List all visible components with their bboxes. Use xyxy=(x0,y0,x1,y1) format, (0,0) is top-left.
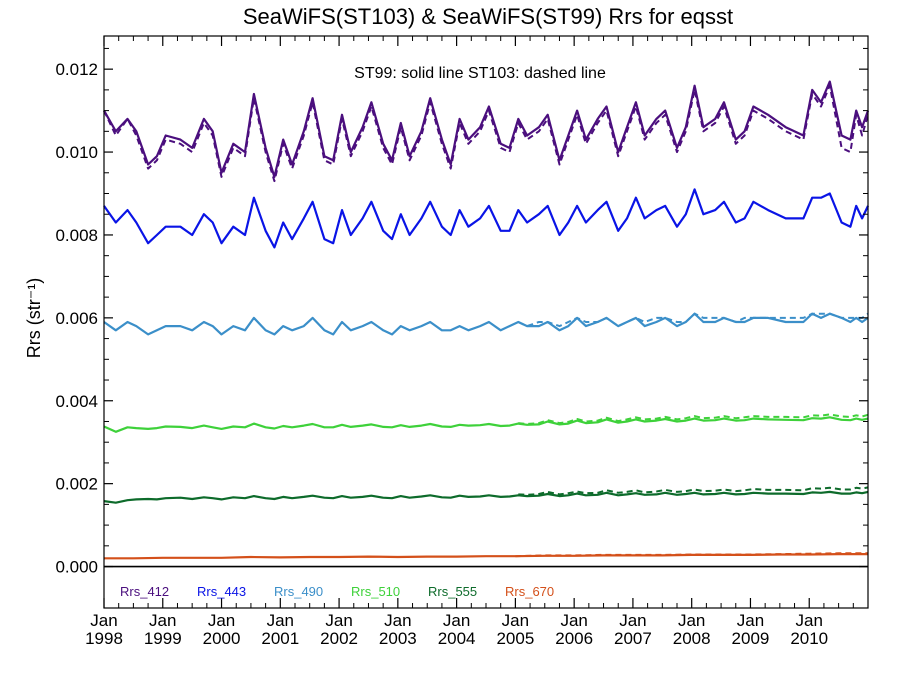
x-tick-label-month: Jan xyxy=(737,611,764,630)
series-line-rrs-670-st99 xyxy=(104,552,868,560)
y-tick-label: 0.006 xyxy=(55,309,98,328)
series-line-rrs-510-st99 xyxy=(103,416,869,433)
legend-item-rrs-490: Rrs_490 xyxy=(274,584,323,599)
y-tick-label: 0.010 xyxy=(55,143,98,162)
plot-frame xyxy=(103,35,869,609)
line-style-note: ST99: solid line ST103: dashed line xyxy=(354,65,606,82)
y-tick-label: 0.004 xyxy=(55,392,98,411)
y-tick-label: 0.008 xyxy=(55,226,98,245)
plot-area xyxy=(103,80,870,568)
chart-title: SeaWiFS(ST103) & SeaWiFS(ST99) Rrs for e… xyxy=(243,4,733,29)
x-tick-label-year: 1999 xyxy=(144,629,182,648)
x-tick-label-year: 2000 xyxy=(203,629,241,648)
x-tick-label-year: 2004 xyxy=(438,629,476,648)
x-tick-label-month: Jan xyxy=(619,611,646,630)
x-tick-label-year: 2005 xyxy=(496,629,534,648)
x-tick-label-month: Jan xyxy=(678,611,705,630)
x-tick-label-month: Jan xyxy=(443,611,470,630)
axes: 0.0000.0020.0040.0060.0080.0100.012Jan19… xyxy=(55,35,869,648)
x-tick-label-year: 2002 xyxy=(320,629,358,648)
x-tick-label-month: Jan xyxy=(560,611,587,630)
x-tick-label-year: 2010 xyxy=(790,629,828,648)
x-tick-label-month: Jan xyxy=(149,611,176,630)
legend-item-rrs-412: Rrs_412 xyxy=(120,584,169,599)
legend-item-rrs-510: Rrs_510 xyxy=(351,584,400,599)
series-line-rrs-555-st99 xyxy=(103,490,869,504)
legend: Rrs_412 Rrs_443 Rrs_490 Rrs_510 Rrs_555 Rrs_6… xyxy=(120,584,554,599)
x-tick-label-month: Jan xyxy=(267,611,294,630)
x-tick-label-month: Jan xyxy=(796,611,823,630)
x-tick-label-month: Jan xyxy=(502,611,529,630)
series-line-rrs-490-st99 xyxy=(103,312,869,336)
x-tick-label-year: 2008 xyxy=(673,629,711,648)
y-tick-label: 0.012 xyxy=(55,60,98,79)
y-tick-label: 0.002 xyxy=(55,475,98,494)
series-line-rrs-412-st103 xyxy=(103,84,869,183)
x-tick-label-year: 2009 xyxy=(732,629,770,648)
y-tick-label: 0.000 xyxy=(55,558,98,577)
x-tick-label-month: Jan xyxy=(384,611,411,630)
x-tick-label-year: 2006 xyxy=(555,629,593,648)
series-line-rrs-555-st103 xyxy=(518,486,869,496)
x-tick-label-month: Jan xyxy=(90,611,117,630)
series-line-rrs-412-st99 xyxy=(103,80,870,178)
x-tick-label-year: 2003 xyxy=(379,629,417,648)
series-line-rrs-510-st103 xyxy=(518,413,869,425)
x-tick-label-year: 2001 xyxy=(261,629,299,648)
x-tick-label-month: Jan xyxy=(208,611,235,630)
y-axis-label: Rrs (str⁻¹) xyxy=(24,278,44,358)
x-tick-label-year: 1998 xyxy=(85,629,123,648)
legend-item-rrs-555: Rrs_555 xyxy=(428,584,477,599)
legend-item-rrs-443: Rrs_443 xyxy=(197,584,246,599)
series-line-rrs-443-st99 xyxy=(103,188,869,249)
legend-item-rrs-670: Rrs_670 xyxy=(505,584,554,599)
x-tick-label-year: 2007 xyxy=(614,629,652,648)
x-tick-label-month: Jan xyxy=(325,611,352,630)
